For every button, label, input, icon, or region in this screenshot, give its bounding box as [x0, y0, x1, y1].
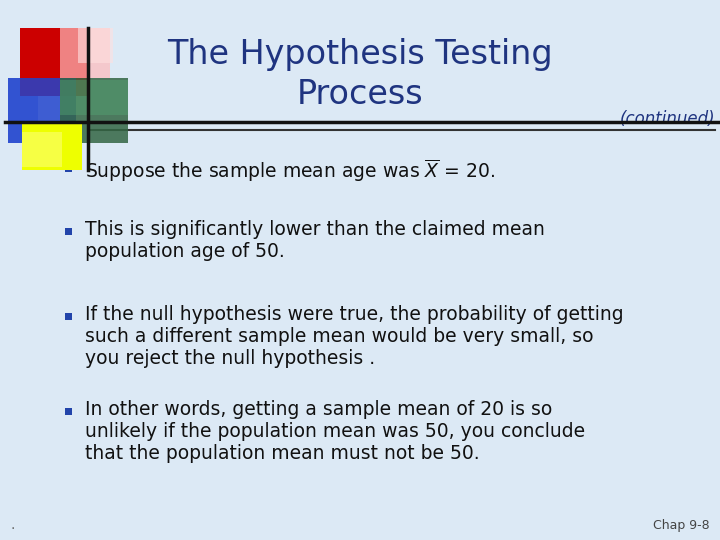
- Bar: [65, 227, 72, 234]
- Text: This is significantly lower than the claimed mean: This is significantly lower than the cla…: [85, 220, 545, 239]
- Bar: [65, 408, 72, 415]
- Text: Chap 9-8: Chap 9-8: [653, 519, 710, 532]
- Text: population age of 50.: population age of 50.: [85, 242, 284, 261]
- Text: Process: Process: [297, 78, 423, 111]
- FancyBboxPatch shape: [8, 78, 38, 143]
- FancyBboxPatch shape: [60, 80, 128, 115]
- Text: Suppose the sample mean age was $\overline{X}$ = 20.: Suppose the sample mean age was $\overli…: [85, 157, 495, 184]
- Text: you reject the null hypothesis .: you reject the null hypothesis .: [85, 349, 375, 368]
- Text: The Hypothesis Testing: The Hypothesis Testing: [167, 38, 553, 71]
- FancyBboxPatch shape: [22, 122, 82, 170]
- Bar: [65, 313, 72, 320]
- Text: If the null hypothesis were true, the probability of getting: If the null hypothesis were true, the pr…: [85, 305, 624, 324]
- FancyBboxPatch shape: [60, 28, 110, 78]
- FancyBboxPatch shape: [78, 28, 113, 63]
- Text: (continued): (continued): [619, 110, 715, 128]
- Text: .: .: [10, 518, 14, 532]
- Text: that the population mean must not be 50.: that the population mean must not be 50.: [85, 444, 480, 463]
- Text: such a different sample mean would be very small, so: such a different sample mean would be ve…: [85, 327, 593, 346]
- Bar: [65, 165, 72, 172]
- FancyBboxPatch shape: [20, 28, 88, 96]
- Text: In other words, getting a sample mean of 20 is so: In other words, getting a sample mean of…: [85, 400, 552, 419]
- FancyBboxPatch shape: [60, 78, 128, 143]
- Text: unlikely if the population mean was 50, you conclude: unlikely if the population mean was 50, …: [85, 422, 585, 441]
- FancyBboxPatch shape: [22, 132, 62, 167]
- FancyBboxPatch shape: [8, 78, 76, 143]
